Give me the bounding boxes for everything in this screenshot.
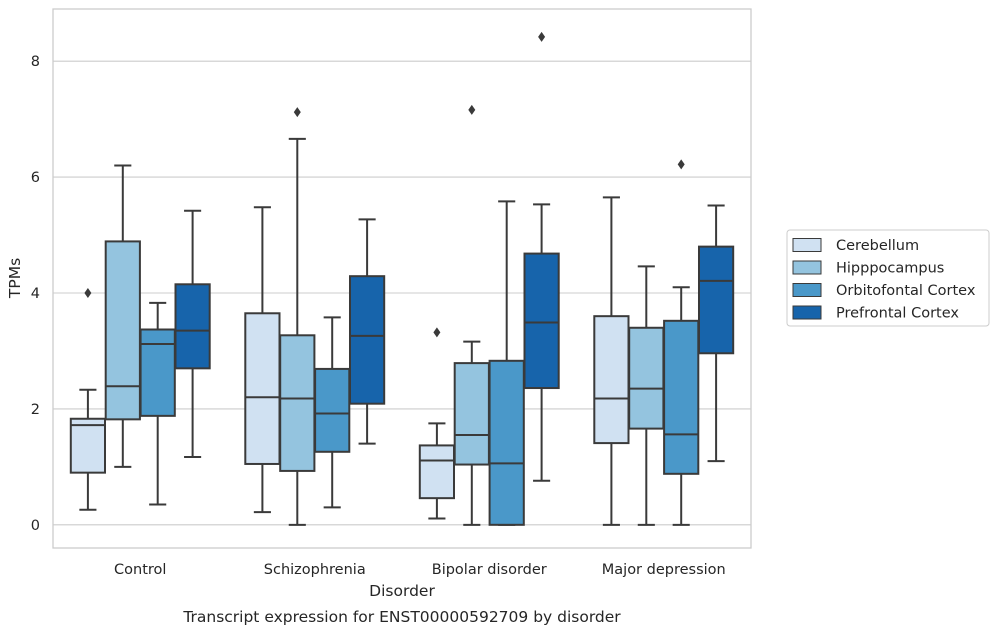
y-tick-label: 4 — [31, 286, 40, 302]
x-tick-label: Control — [114, 562, 166, 578]
legend: Cerebellum Hipppocampus Orbitofontal Corte… — [786, 229, 990, 327]
y-tick-label: 2 — [31, 402, 40, 418]
y-axis-label: TPMs — [6, 258, 24, 299]
box-iqr — [244, 312, 281, 465]
boxes-layer — [69, 31, 735, 526]
x-axis-label: Disorder — [369, 582, 435, 600]
box-group — [663, 159, 700, 526]
box-group — [593, 196, 630, 526]
box-iqr — [418, 444, 456, 500]
box-iqr — [69, 417, 107, 474]
legend-label: Hipppocampus — [836, 261, 944, 277]
box-group — [523, 31, 560, 482]
box-group — [697, 204, 735, 463]
legend-swatch — [792, 260, 822, 275]
box-group — [628, 265, 665, 526]
box-group — [314, 316, 351, 509]
y-tick-labels: 0 2 4 6 8 — [31, 54, 40, 534]
box-iqr — [139, 328, 176, 417]
legend-label: Orbitofontal Cortex — [836, 283, 976, 299]
box-iqr — [348, 275, 386, 405]
legend-swatch — [792, 305, 822, 320]
box-group — [348, 218, 386, 445]
x-tick-label: Schizophrenia — [264, 562, 366, 578]
outlier-point — [677, 159, 685, 170]
outlier-point — [538, 31, 546, 42]
legend-swatch — [792, 238, 822, 252]
chart-caption: Transcript expression for ENST0000059270… — [182, 608, 621, 626]
box-group — [453, 104, 490, 526]
x-tick-labels: Control Schizophrenia Bipolar disorder Majo… — [114, 562, 726, 578]
plot-area — [52, 8, 752, 549]
box-group — [488, 200, 525, 526]
box-iqr — [628, 326, 665, 430]
box-iqr — [523, 252, 560, 390]
box-iqr — [314, 367, 351, 453]
legend-label: Prefrontal Cortex — [836, 306, 959, 322]
box-iqr — [593, 315, 630, 445]
box-group — [279, 107, 316, 526]
box-iqr — [174, 283, 211, 370]
legend-swatch — [792, 283, 822, 297]
outlier-point — [468, 104, 476, 115]
box-iqr — [104, 240, 141, 421]
outlier-point — [84, 287, 92, 298]
box-group — [418, 327, 456, 520]
box-iqr — [453, 362, 490, 466]
outlier-point — [293, 107, 301, 118]
box-group — [104, 164, 141, 468]
y-tick-label: 8 — [31, 54, 40, 70]
x-tick-label: Major depression — [602, 562, 726, 578]
box-group — [139, 301, 176, 506]
x-tick-label: Bipolar disorder — [432, 562, 547, 578]
box-iqr — [488, 359, 525, 526]
box-iqr — [279, 334, 316, 472]
outlier-point — [433, 327, 441, 338]
legend-frame — [786, 229, 990, 327]
box-group — [244, 206, 281, 514]
y-tick-label: 6 — [31, 170, 40, 186]
box-iqr — [663, 319, 700, 475]
box-group — [69, 287, 107, 511]
box-iqr — [697, 245, 735, 355]
y-tick-label: 0 — [31, 518, 40, 534]
legend-label: Cerebellum — [836, 238, 919, 254]
box-group — [174, 209, 211, 459]
